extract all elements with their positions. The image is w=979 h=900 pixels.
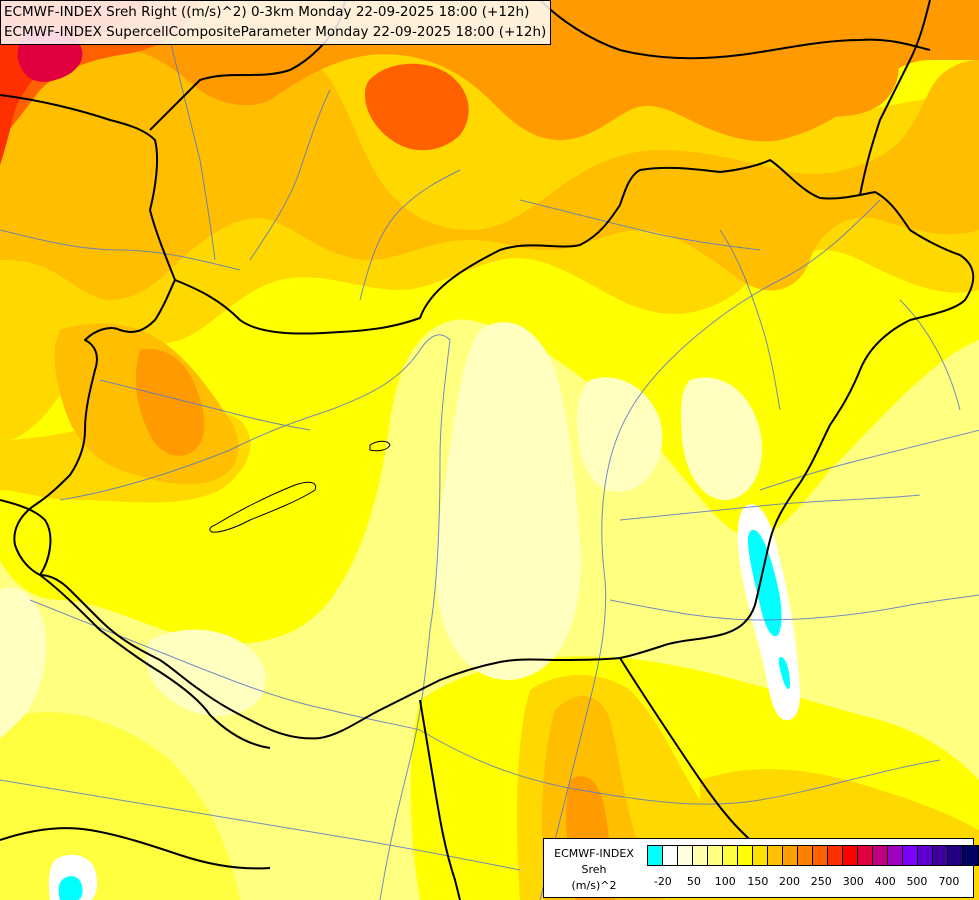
- legend-swatch: [948, 846, 963, 865]
- field-cream-southwest: [145, 629, 266, 716]
- river-east: [899, 299, 961, 411]
- field-cream-center-east: [577, 377, 663, 492]
- field-lightorange-north: [0, 45, 979, 300]
- legend-swatch: [663, 846, 678, 865]
- legend-tick-label: 500: [906, 875, 928, 888]
- border-ukraine: [859, 0, 931, 196]
- legend-swatch: [843, 846, 858, 865]
- river-raba: [99, 379, 311, 431]
- legend-color-bar: [647, 845, 979, 866]
- lake-small: [369, 440, 391, 452]
- field-cyan-sw: [58, 876, 83, 900]
- legend-tick-label: 700: [938, 875, 960, 888]
- legend-swatch: [738, 846, 753, 865]
- river-nw: [0, 229, 241, 271]
- title-sreh: ECMWF-INDEX Sreh Right ((m/s)^2) 0-3km M…: [4, 4, 530, 20]
- legend-tick-label: 100: [714, 875, 736, 888]
- border-west: [0, 499, 52, 576]
- field-darkorange-ne: [788, 25, 899, 117]
- legend-tick-label: 50: [686, 875, 701, 888]
- legend-swatch: [783, 846, 798, 865]
- border-serbia: [419, 699, 461, 900]
- legend-tick-label: 250: [810, 875, 832, 888]
- border-hungary: [13, 159, 975, 740]
- legend-swatch: [828, 846, 843, 865]
- river-morava: [169, 39, 216, 261]
- legend-swatch: [768, 846, 783, 865]
- field-cream-center: [436, 322, 581, 680]
- legend-swatch: [888, 846, 903, 865]
- border-poland: [539, 0, 931, 60]
- field-cream-southwest2: [0, 587, 47, 738]
- legend-tick-label: 200: [779, 875, 801, 888]
- field-cyan-east2: [778, 656, 790, 689]
- legend-swatch: [753, 846, 768, 865]
- river-somes: [759, 429, 979, 491]
- title-scp: ECMWF-INDEX SupercellCompositeParameter …: [4, 24, 547, 40]
- river-south: [419, 729, 941, 805]
- river-slovak: [519, 199, 761, 251]
- legend-tick-labels: -20 50 100 150 200 250 300 400 500 700: [647, 875, 977, 891]
- legend-swatch: [723, 846, 738, 865]
- legend-swatch: [708, 846, 723, 865]
- field-cream-east: [680, 377, 762, 500]
- legend-swatch: [858, 846, 873, 865]
- river-hron: [359, 169, 461, 301]
- field-orange-west: [135, 349, 205, 456]
- river-vah: [249, 89, 331, 261]
- legend-swatch: [903, 846, 918, 865]
- legend-swatch: [918, 846, 933, 865]
- river-koros: [619, 494, 921, 521]
- field-yellow-southwest: [0, 712, 240, 900]
- border-croatia: [39, 574, 271, 749]
- legend-tick-label: 150: [747, 875, 769, 888]
- field-cyan-east: [748, 529, 782, 637]
- legend-unit-label: (m/s)^2: [571, 879, 617, 892]
- river-bodrog: [719, 229, 781, 411]
- chart-title-box: ECMWF-INDEX Sreh Right ((m/s)^2) 0-3km M…: [0, 0, 552, 45]
- legend-swatch: [873, 846, 888, 865]
- border-bosnia: [0, 827, 271, 870]
- river-danube: [59, 334, 451, 900]
- river-drava: [29, 599, 421, 731]
- legend-swatch: [648, 846, 663, 865]
- legend-tick-label: 300: [842, 875, 864, 888]
- rivers: [0, 39, 979, 900]
- color-legend: ECMWF-INDEX Sreh (m/s)^2 -20 50 100 150 200 2…: [543, 838, 979, 898]
- river-mures: [609, 594, 979, 621]
- legend-swatch: [693, 846, 708, 865]
- legend-source-label: ECMWF-INDEX: [554, 847, 634, 860]
- legend-swatch: [813, 846, 828, 865]
- river-sava: [0, 779, 521, 871]
- legend-tick-label: 400: [874, 875, 896, 888]
- river-tisza: [539, 199, 881, 900]
- legend-variable-label: Sreh: [581, 863, 607, 876]
- legend-swatch: [798, 846, 813, 865]
- legend-swatch: [963, 846, 978, 865]
- legend-swatch: [678, 846, 693, 865]
- border-austria: [0, 94, 176, 281]
- lake-balaton: [209, 481, 317, 533]
- legend-swatch: [933, 846, 948, 865]
- field-darkorange-north: [365, 63, 469, 151]
- legend-tick-label: -20: [653, 875, 672, 888]
